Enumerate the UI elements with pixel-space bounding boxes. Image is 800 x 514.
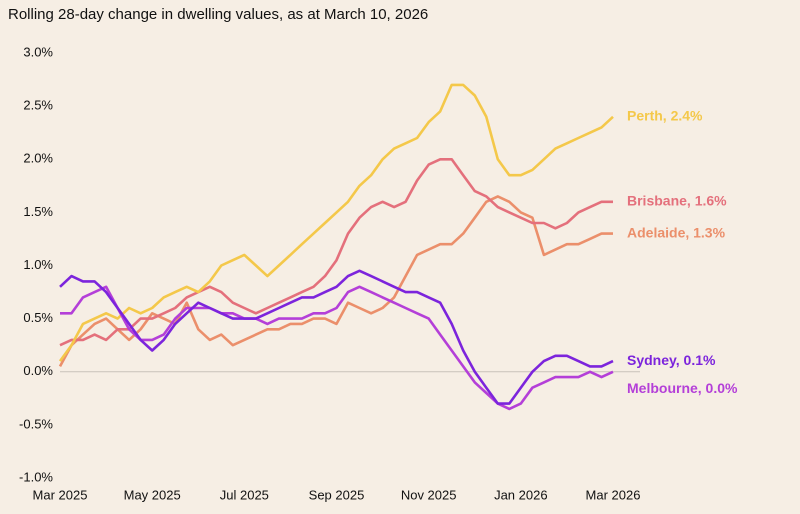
series-line — [58, 195, 613, 368]
series-line — [59, 158, 613, 347]
x-tick-label: Jan 2026 — [494, 487, 548, 502]
y-tick-label: -0.5% — [19, 416, 53, 431]
y-tick-label: -1.0% — [19, 469, 53, 484]
y-tick-label: 2.5% — [23, 98, 53, 113]
series-line — [60, 285, 614, 411]
end-label: Sydney, 0.1% — [627, 352, 716, 368]
series-line — [59, 269, 614, 405]
x-tick-label: Sep 2025 — [309, 487, 365, 502]
y-tick-label: 0.5% — [23, 310, 53, 325]
end-label: Perth, 2.4% — [627, 107, 703, 123]
x-tick-label: May 2025 — [124, 487, 181, 502]
end-label: Melbourne, 0.0% — [627, 380, 738, 396]
y-tick-label: 0.0% — [23, 363, 53, 378]
y-tick-label: 3.0% — [23, 44, 53, 59]
y-tick-label: 2.0% — [23, 151, 53, 166]
chart-title: Rolling 28-day change in dwelling values… — [8, 6, 428, 23]
x-tick-label: Mar 2026 — [586, 487, 641, 502]
series-line — [58, 83, 614, 362]
x-tick-label: Mar 2025 — [33, 487, 88, 502]
x-tick-label: Jul 2025 — [220, 487, 269, 502]
y-tick-label: 1.5% — [23, 204, 53, 219]
y-tick-label: 1.0% — [23, 257, 53, 272]
end-label: Brisbane, 1.6% — [627, 192, 727, 208]
end-label: Adelaide, 1.3% — [627, 224, 726, 240]
x-tick-label: Nov 2025 — [401, 487, 457, 502]
